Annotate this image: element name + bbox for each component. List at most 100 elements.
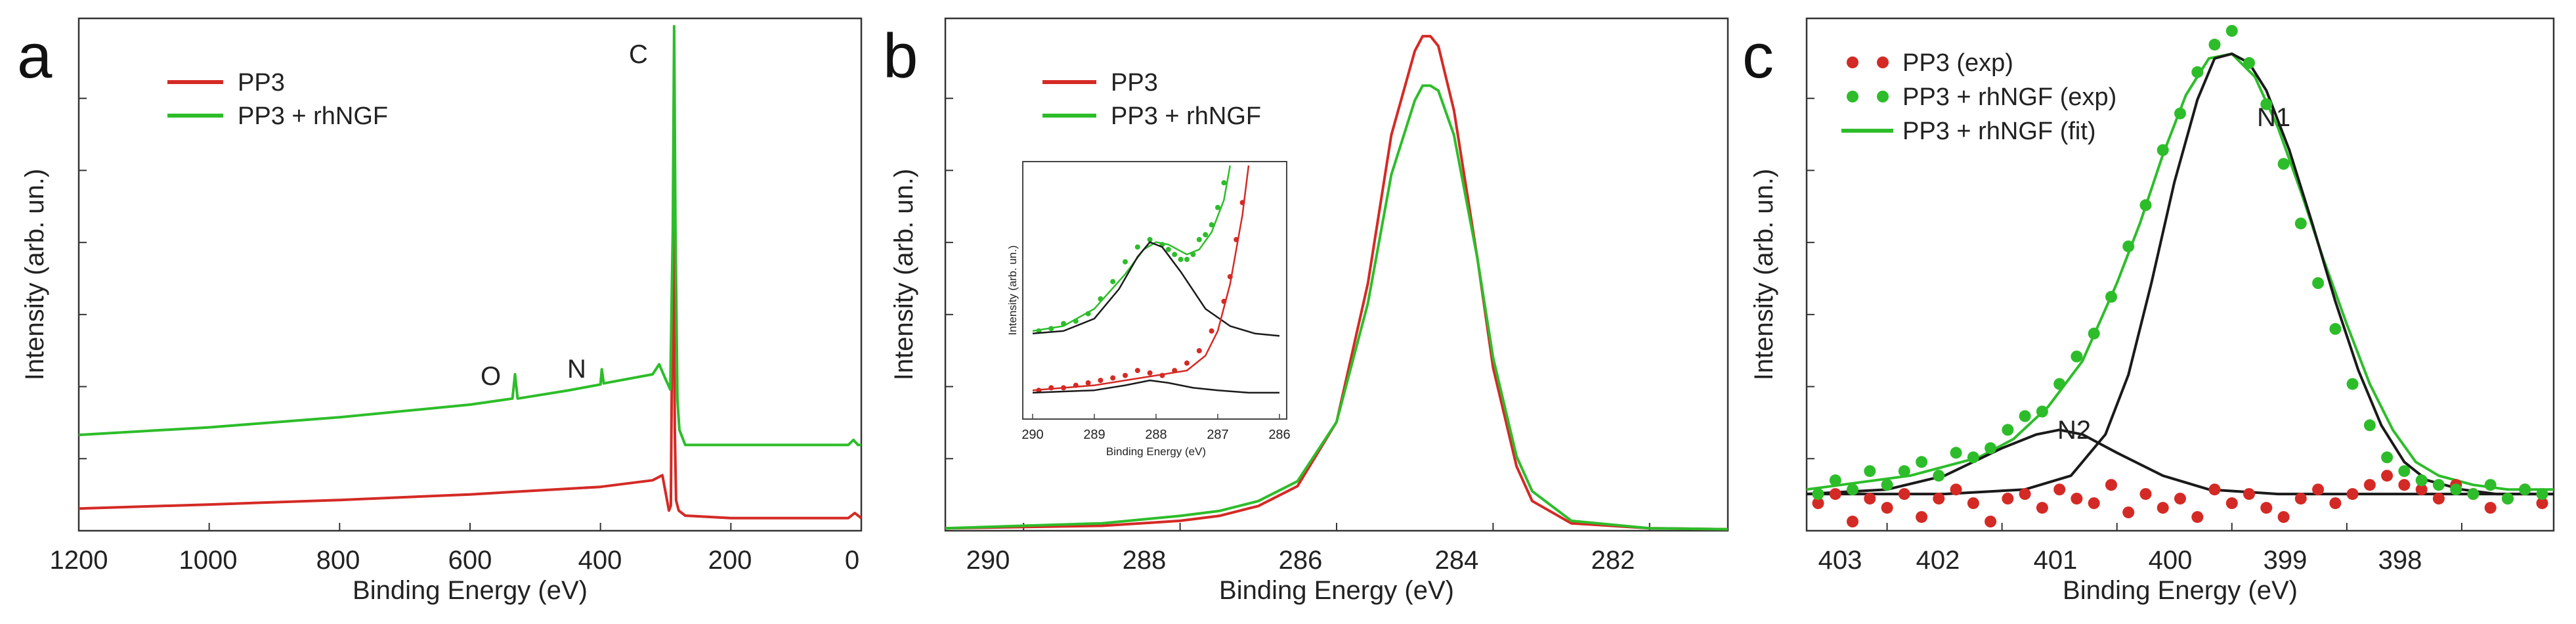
- series-point-red: [2053, 483, 2066, 496]
- series-point-red: [2260, 502, 2273, 514]
- series-point-green: [2415, 474, 2428, 487]
- panel-a-series: [78, 25, 863, 520]
- inset-series: [1032, 165, 1280, 419]
- series-point-green: [1916, 456, 1928, 468]
- inset-point-green: [1165, 246, 1171, 252]
- series-point-red: [2002, 493, 2014, 505]
- series-point-red: [1933, 493, 1945, 505]
- series-point-red: [2225, 497, 2238, 510]
- inset-x-tick-label: 289: [1083, 428, 1105, 442]
- inset-point-green: [1178, 256, 1184, 262]
- series-point-green: [1898, 465, 1910, 478]
- series-line-green: [78, 25, 861, 447]
- series-line-pp3-rhngf-fit-: [1806, 52, 2554, 491]
- series-line-red: [945, 35, 1728, 531]
- series-point-green: [2225, 25, 2238, 37]
- series-point-red: [1847, 516, 1858, 527]
- series-point-green: [1864, 465, 1876, 478]
- panel-a-x-tick-label: 1000: [179, 546, 238, 575]
- panel-c-x-ticks: [1886, 523, 2462, 531]
- panel-b-x-tick-label: 288: [1123, 546, 1167, 575]
- series-point-red: [2484, 502, 2497, 514]
- series-point-green: [2243, 56, 2255, 69]
- series-point-green: [2088, 327, 2100, 340]
- inset-point-red: [1134, 368, 1140, 374]
- series-point-red: [2139, 488, 2152, 501]
- series-point-red: [1916, 511, 1928, 524]
- panel-a-x-tick-label: 600: [448, 546, 492, 575]
- series-point-red: [1881, 502, 1893, 514]
- series-point-green: [1967, 451, 1979, 464]
- series-point-green: [2519, 483, 2531, 496]
- inset-point-red: [1196, 348, 1202, 353]
- panel-a-plot-frame: [77, 17, 863, 532]
- series-point-green: [2002, 424, 2014, 436]
- series-point-green: [2294, 217, 2307, 230]
- inset-line-black: [1032, 241, 1280, 337]
- series-point-green: [1847, 483, 1858, 496]
- panel-c-x-tick-label: 398: [2378, 546, 2422, 575]
- series-point-green: [1950, 447, 1962, 459]
- series-point-red: [2191, 511, 2204, 524]
- series-point-green: [2312, 277, 2325, 289]
- panel-a-x-tick-label: 400: [578, 546, 622, 575]
- annotation-o-peak: O: [481, 362, 501, 391]
- series-point-red: [1985, 516, 1997, 527]
- series-point-green: [1933, 470, 1945, 482]
- inset-plot-area: [1032, 165, 1280, 394]
- inset-point-red: [1184, 360, 1190, 366]
- series-point-red: [2243, 488, 2255, 501]
- series-point-red: [1898, 488, 1910, 501]
- panel-c-y-axis-title: Intensity (arb. un.): [1750, 169, 1778, 380]
- panel-a-y-axis-title: Intensity (arb. un.): [20, 169, 49, 380]
- series-point-red: [2105, 479, 2117, 491]
- panel-a-x-tick-label: 200: [708, 546, 752, 575]
- series-point-green: [2157, 144, 2169, 156]
- panel-c: c 403 402 401 400 399 398 Binding Energy…: [1742, 17, 2555, 605]
- series-point-red: [2536, 497, 2548, 510]
- series-point-green: [2174, 107, 2186, 120]
- inset-x-tick-label: 286: [1268, 428, 1290, 442]
- series-point-green: [2536, 488, 2548, 501]
- inset-line-black: [1032, 379, 1279, 394]
- series-point-green: [1829, 474, 1841, 487]
- inset-point-red: [1147, 370, 1153, 376]
- series-point-red: [2088, 497, 2100, 510]
- inset-point-green: [1110, 279, 1116, 284]
- panel-b-inset: 290 289 288 287 286 Binding Energy (eV) …: [1006, 161, 1291, 458]
- panel-c-x-tick-label: 400: [2149, 546, 2193, 575]
- inset-point-red: [1123, 372, 1128, 378]
- series-point-red: [2329, 497, 2342, 510]
- panel-c-legend: PP3 (exp) PP3 + rhNGF (exp) PP3 + rhNGF …: [1841, 49, 2116, 145]
- panel-a-x-axis-title: Binding Energy (eV): [353, 576, 588, 605]
- series-point-green: [2484, 479, 2497, 491]
- series-line-green: [945, 84, 1728, 531]
- series-point-green: [2019, 410, 2031, 422]
- legend-label-pp3: PP3: [1111, 69, 1158, 97]
- inset-point-green: [1203, 232, 1209, 238]
- series-point-red: [2398, 479, 2411, 491]
- annotation-n1-peak: N1: [2257, 103, 2290, 132]
- series-line-red: [78, 227, 863, 520]
- annotation-n2-peak: N2: [2057, 416, 2091, 445]
- panel-c-x-axis-title: Binding Energy (eV): [2063, 576, 2298, 605]
- legend-marker-pp3-rhngf-exp: [1847, 91, 1858, 102]
- annotation-n-peak: N: [567, 355, 586, 384]
- panel-a-x-ticks: [78, 523, 862, 531]
- series-point-green: [2260, 98, 2273, 110]
- legend-marker-pp3-exp: [1877, 56, 1889, 68]
- series-point-red: [2122, 506, 2135, 519]
- inset-point-green: [1221, 180, 1227, 186]
- panel-b-legend: PP3 PP3 + rhNGF: [1042, 69, 1261, 130]
- inset-point-red: [1110, 375, 1116, 381]
- series-point-red: [2381, 470, 2394, 482]
- series-point-red: [2019, 488, 2031, 501]
- inset-x-tick-label: 290: [1021, 428, 1043, 442]
- panel-b-x-tick-label: 282: [1591, 546, 1635, 575]
- series-point-green: [2139, 199, 2152, 212]
- panel-b-y-axis-title: Intensity (arb. un.): [890, 169, 918, 380]
- panel-b-x-tick-label: 290: [966, 546, 1010, 575]
- series-point-red: [2036, 502, 2048, 514]
- series-point-green: [2036, 405, 2048, 418]
